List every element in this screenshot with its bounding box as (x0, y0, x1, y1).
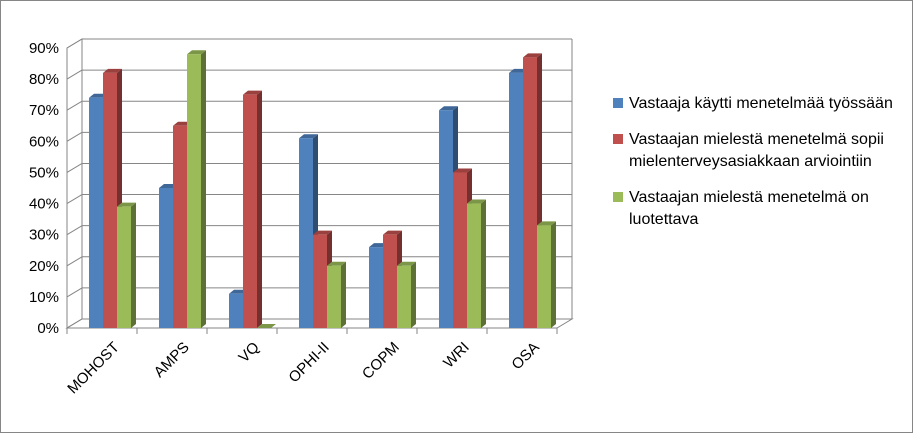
legend-label-suitable: Vastaajan mielestä menetelmä sopii miele… (629, 131, 884, 170)
x-tick-label: OPHI-II (285, 339, 332, 386)
bar-top (453, 168, 472, 173)
legend-swatch-suitable (613, 134, 623, 144)
x-tick-label: MOHOST (64, 339, 123, 398)
bar-side (257, 90, 262, 329)
bar (159, 188, 173, 328)
bar-top (103, 68, 122, 73)
bar (187, 54, 201, 328)
gridline-side (66, 287, 83, 298)
gridline-side (66, 38, 83, 49)
y-tick-label: 40% (29, 196, 59, 213)
bar-side (411, 261, 416, 328)
bar-top (383, 230, 402, 235)
bar (453, 172, 467, 328)
bar-side (481, 199, 486, 328)
gridline-side (66, 225, 83, 236)
bar (299, 138, 313, 328)
y-tick-label: 10% (29, 289, 59, 306)
bar (89, 97, 103, 329)
bar (327, 265, 341, 328)
gridline-side (66, 69, 83, 80)
legend-label-reliable: Vastaajan mielestä menetelmä on luotetta… (629, 189, 869, 228)
y-tick-label: 80% (29, 71, 59, 88)
side-wall (66, 38, 83, 329)
bar (103, 72, 117, 328)
legend-item-used: Vastaaja käytti menetelmää työssään (613, 93, 909, 115)
x-tick-label: OSA (508, 339, 542, 373)
bar-top (257, 324, 276, 328)
bar-top (313, 230, 332, 235)
bar-top (397, 261, 416, 266)
bar-side (201, 50, 206, 328)
bar-side (341, 261, 346, 328)
legend-label-used: Vastaaja käytti menetelmää työssään (629, 95, 893, 112)
bar (523, 57, 537, 328)
x-tick-label: COPM (359, 339, 403, 383)
bar (397, 265, 411, 328)
x-tick-label: AMPS (151, 339, 193, 381)
y-tick-label: 70% (29, 102, 59, 119)
y-tick-label: 90% (29, 40, 59, 57)
bar-side (131, 202, 136, 328)
bar (313, 234, 327, 328)
bar (537, 225, 551, 328)
y-tick-label: 30% (29, 227, 59, 244)
bar-top (327, 261, 346, 266)
gridline-side (66, 256, 83, 267)
bar (173, 125, 187, 329)
legend: Vastaaja käytti menetelmää työssään Vast… (613, 93, 909, 245)
bar (229, 293, 243, 328)
bar (369, 247, 383, 328)
legend-item-suitable: Vastaajan mielestä menetelmä sopii miele… (613, 129, 909, 173)
y-tick-label: 20% (29, 258, 59, 275)
x-tick-label: VQ (235, 339, 262, 366)
legend-swatch-used (613, 98, 623, 108)
bar-top (537, 221, 556, 226)
bar (383, 234, 397, 328)
bar-top (299, 134, 318, 139)
bar-top (467, 199, 486, 204)
gridline-side (66, 163, 83, 173)
bar-top (523, 53, 542, 58)
bar-side (551, 221, 556, 328)
gridline-side (66, 318, 83, 329)
gridline-side (66, 131, 83, 142)
bar-top (187, 50, 206, 55)
bar (117, 206, 131, 328)
y-tick-label: 0% (37, 320, 59, 337)
y-tick-label: 50% (29, 164, 59, 181)
bar-top (117, 202, 136, 207)
bar-top (243, 90, 262, 95)
bar (467, 203, 481, 328)
bar (243, 94, 257, 329)
gridline-side (66, 100, 83, 111)
x-tick-label: WRI (440, 339, 473, 372)
gridline-side (66, 194, 83, 204)
bar (439, 110, 453, 328)
y-tick-label: 60% (29, 133, 59, 150)
legend-swatch-reliable (613, 192, 623, 202)
bar (509, 72, 523, 328)
bar-top (439, 106, 458, 111)
legend-item-reliable: Vastaajan mielestä menetelmä on luotetta… (613, 187, 909, 231)
